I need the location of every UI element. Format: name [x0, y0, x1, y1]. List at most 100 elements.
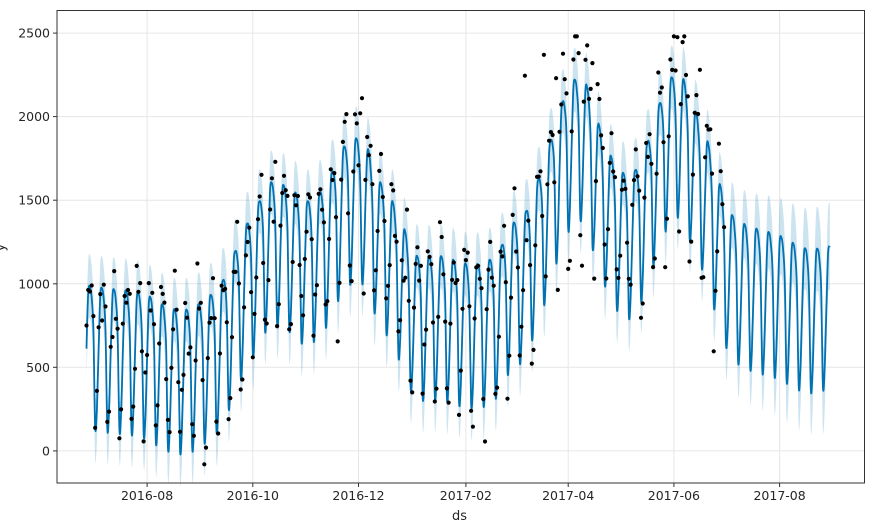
- observation-dot: [430, 320, 436, 325]
- observation-dot: [217, 351, 222, 356]
- observation-dot: [439, 234, 444, 240]
- observation-dot: [486, 267, 491, 272]
- observation-dot: [630, 202, 635, 207]
- observation-dot: [489, 275, 494, 280]
- observation-dot: [138, 281, 143, 286]
- observation-dot: [472, 316, 477, 321]
- observation-dot: [323, 302, 328, 307]
- observation-dot: [703, 155, 708, 160]
- observation-dot: [337, 280, 342, 285]
- observation-dot: [460, 306, 465, 311]
- observation-dot: [408, 378, 413, 383]
- observation-dot: [566, 266, 571, 271]
- observation-dot: [143, 370, 148, 375]
- observation-dot: [602, 242, 607, 247]
- observation-dot: [243, 253, 248, 258]
- observation-dot: [127, 291, 132, 296]
- observation-dot: [645, 154, 651, 159]
- observation-dot: [671, 34, 677, 39]
- observation-dot: [694, 93, 699, 98]
- observation-dot: [212, 316, 217, 321]
- observation-dot: [418, 263, 423, 268]
- observation-dot: [576, 51, 581, 56]
- x-tick-label: 2017-06: [648, 488, 700, 503]
- observation-dot: [637, 188, 642, 193]
- observation-dot: [538, 169, 543, 174]
- observation-dot: [625, 240, 630, 245]
- observation-dot: [562, 77, 567, 82]
- observation-dot: [139, 349, 144, 354]
- observation-dot: [203, 445, 209, 450]
- observation-dot: [450, 277, 455, 282]
- observation-dot: [275, 324, 280, 329]
- observation-dot: [320, 207, 325, 212]
- observation-dot: [392, 233, 397, 238]
- observation-dot: [455, 278, 460, 283]
- observation-dot: [164, 377, 169, 382]
- observation-dot: [351, 169, 356, 174]
- observation-dot: [255, 217, 261, 222]
- observation-dot: [113, 316, 118, 321]
- observation-dot: [583, 57, 588, 62]
- observation-dot: [184, 315, 190, 320]
- observation-dot: [181, 372, 186, 377]
- observation-dot: [373, 268, 378, 273]
- observation-dot: [177, 429, 183, 434]
- observation-dot: [292, 193, 297, 198]
- observation-dot: [306, 192, 311, 197]
- observation-dot: [342, 119, 347, 124]
- observation-dot: [297, 262, 302, 268]
- observation-dot: [696, 111, 701, 117]
- observation-dot: [631, 178, 637, 183]
- observation-dot: [398, 318, 403, 323]
- y-tick-label: 0: [42, 443, 50, 458]
- observation-dot: [378, 151, 384, 157]
- x-tick-label: 2017-02: [440, 488, 492, 503]
- observation-dot: [444, 386, 449, 391]
- observation-dot: [288, 322, 293, 327]
- observation-dot: [368, 143, 373, 148]
- observation-dot: [375, 228, 380, 234]
- observation-dot: [87, 289, 92, 294]
- observation-dot: [131, 404, 136, 409]
- observation-dot: [399, 258, 404, 263]
- observation-dot: [510, 212, 515, 217]
- observation-dot: [134, 263, 139, 268]
- observation-dot: [262, 317, 267, 322]
- observation-dot: [226, 417, 231, 422]
- observation-dot: [354, 121, 359, 126]
- observation-dot: [93, 425, 98, 430]
- observation-dot: [547, 138, 552, 143]
- observation-dot: [302, 256, 307, 262]
- observation-dot: [507, 353, 512, 358]
- observation-dot: [301, 313, 306, 318]
- observation-dot: [115, 326, 120, 331]
- observation-dot: [403, 275, 408, 280]
- observation-dot: [574, 34, 579, 39]
- observation-dot: [146, 281, 151, 286]
- observation-dot: [328, 167, 333, 172]
- observation-dot: [491, 283, 496, 288]
- observation-dot: [722, 225, 727, 230]
- observation-dot: [609, 131, 614, 136]
- observation-dot: [600, 145, 605, 151]
- observation-dot: [352, 112, 358, 117]
- observation-dot: [713, 288, 718, 293]
- observation-dot: [586, 96, 592, 101]
- observation-dot: [552, 180, 557, 185]
- observation-dot: [443, 319, 448, 324]
- observation-dot: [427, 254, 432, 259]
- observation-dot: [640, 301, 645, 306]
- observation-dot: [654, 171, 659, 176]
- observation-dot: [325, 299, 330, 304]
- observation-dot: [701, 275, 706, 280]
- observation-dot: [441, 272, 446, 277]
- observation-dot: [550, 132, 555, 138]
- observation-dot: [250, 355, 255, 360]
- observation-dot: [675, 35, 680, 40]
- observation-dot: [429, 262, 434, 267]
- y-tick-label: 2000: [18, 109, 50, 124]
- observation-dot: [614, 267, 619, 272]
- observation-dot: [141, 439, 146, 444]
